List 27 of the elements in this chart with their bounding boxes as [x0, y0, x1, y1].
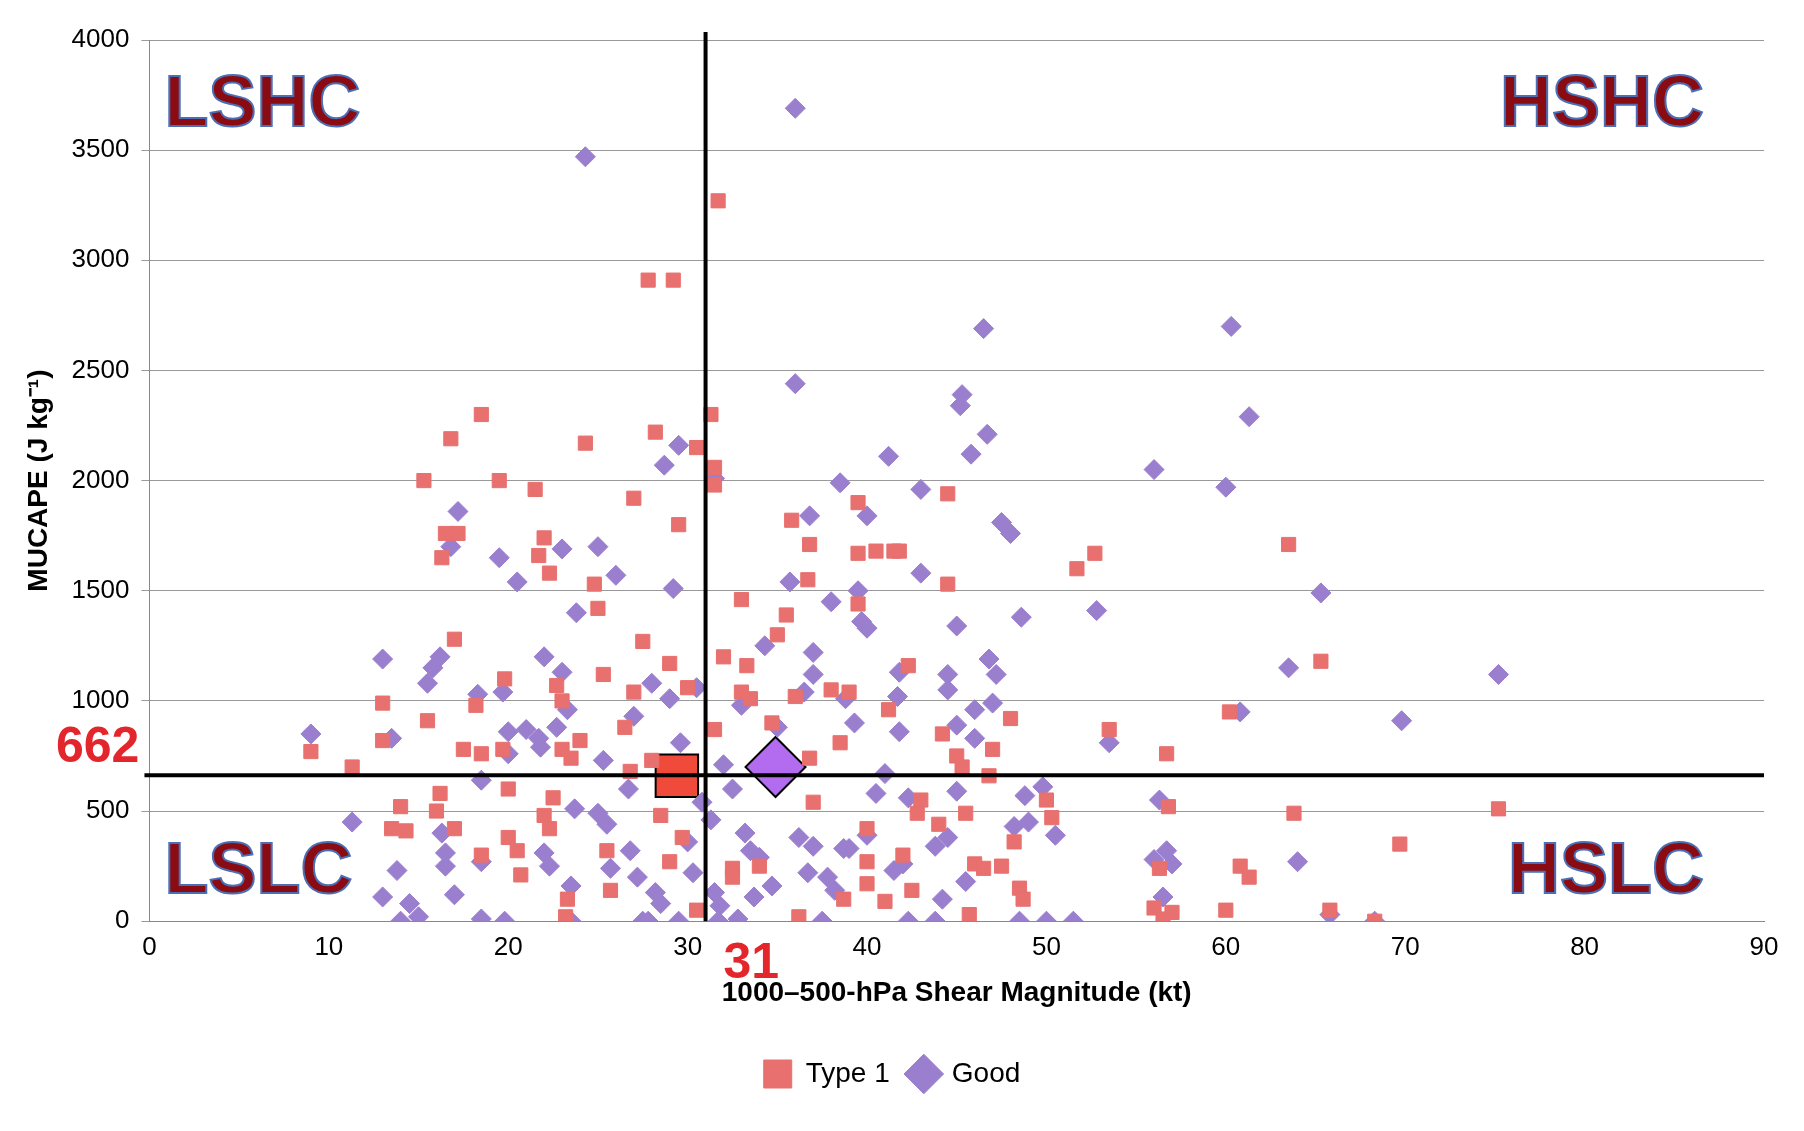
y-tick-label: 2000: [71, 463, 130, 494]
x-tick-label: 30: [673, 930, 703, 961]
y-tick-label: 3500: [71, 133, 130, 164]
annotation: HSLC: [1508, 828, 1704, 909]
annotation: LSLC: [164, 828, 353, 909]
y-tick-label: 3000: [71, 243, 130, 274]
x-tick-label: 50: [1031, 930, 1061, 961]
x-tick-label: 0: [142, 930, 157, 961]
annotation: LSHC: [164, 60, 361, 141]
x-tick-label: 60: [1211, 930, 1241, 961]
annotation: HSHC: [1499, 60, 1704, 141]
x-tick-label: 80: [1570, 930, 1600, 961]
ref-line-label: 662: [56, 717, 140, 774]
y-tick-label: 2500: [71, 353, 130, 384]
y-tick-label: 1000: [71, 684, 130, 715]
legend-label: Good: [951, 1056, 1021, 1088]
y-tick-label: 0: [114, 904, 130, 935]
legend-label: Type 1: [805, 1056, 890, 1088]
x-tick-label: 40: [852, 930, 882, 961]
x-tick-label: 90: [1749, 930, 1779, 961]
y-tick-label: 4000: [71, 23, 130, 54]
x-tick-label: 10: [314, 930, 344, 961]
x-tick-label: 70: [1390, 930, 1420, 961]
y-tick-label: 500: [86, 794, 130, 825]
x-tick-label: 20: [493, 930, 523, 961]
y-tick-label: 1500: [71, 573, 130, 604]
y-axis-title: MUCAPE (J kg⁻¹): [21, 369, 53, 592]
